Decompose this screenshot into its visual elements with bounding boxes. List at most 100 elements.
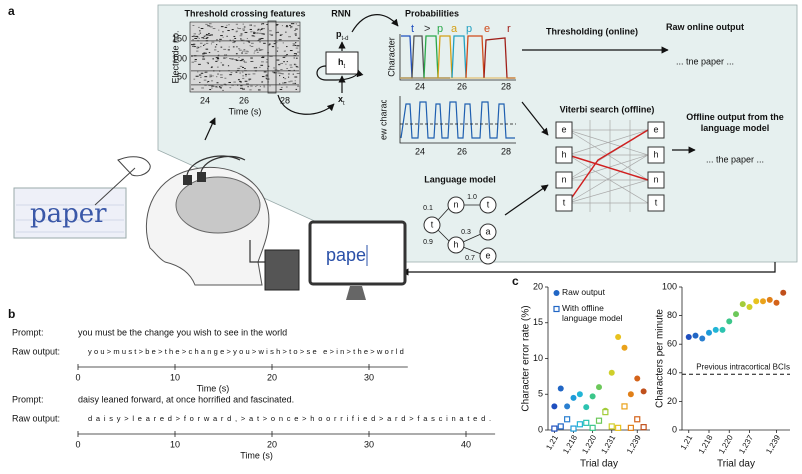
lm-node-label: t	[487, 199, 490, 209]
noise-dot	[258, 38, 262, 40]
noise-dot	[227, 30, 230, 32]
point	[615, 334, 622, 341]
noise-dot	[273, 72, 276, 74]
noise-dot	[205, 35, 208, 37]
noise-dot	[250, 60, 252, 62]
noise-dot	[292, 82, 295, 84]
noise-dot	[279, 75, 281, 77]
noise-dot	[254, 32, 258, 34]
noise-dot	[295, 53, 298, 55]
legend-marker	[553, 290, 560, 296]
noise-dot	[193, 46, 196, 48]
trellis-label: e	[653, 124, 658, 134]
noise-dot	[207, 80, 210, 82]
noise-dot	[217, 73, 219, 75]
noise-dot	[216, 76, 218, 78]
noise-dot	[292, 23, 295, 25]
point	[766, 296, 773, 303]
point	[564, 416, 571, 423]
noise-dot	[237, 67, 241, 69]
point	[576, 421, 583, 428]
noise-dot	[261, 28, 264, 30]
noise-dot	[247, 86, 249, 88]
noise-dot	[238, 28, 242, 30]
rnn-output-symbol: p	[336, 29, 342, 39]
noise-dot	[210, 43, 212, 45]
point	[739, 301, 746, 308]
noise-dot	[229, 58, 233, 60]
xtick: 28	[501, 81, 511, 91]
noise-dot	[256, 48, 258, 50]
noise-dot	[279, 34, 282, 36]
xtick: 24	[415, 81, 425, 91]
noise-dot	[191, 61, 195, 63]
x-tick-label: 40	[461, 439, 471, 449]
x-tick-label: 1,21	[679, 433, 695, 451]
noise-dot	[244, 68, 246, 70]
point	[753, 298, 760, 305]
noise-dot	[200, 72, 204, 74]
legend-entry: With offline language model	[562, 303, 623, 323]
arrow	[401, 262, 776, 276]
noise-dot	[295, 45, 297, 47]
noise-dot	[238, 56, 240, 58]
panel-b: Prompt: you must be the change you wish t…	[12, 327, 496, 460]
heatmap-noise	[191, 23, 300, 91]
lm-node-label: t	[431, 219, 434, 229]
point	[726, 318, 733, 325]
noise-dot	[258, 49, 262, 51]
lm-prob: 0.1	[423, 205, 433, 212]
noise-dot	[260, 49, 264, 51]
noise-dot	[220, 85, 223, 87]
noise-dot	[261, 81, 263, 83]
noise-dot	[222, 64, 225, 66]
x-tick-label: 1,239	[764, 433, 782, 455]
noise-dot	[235, 71, 238, 73]
trellis-box	[647, 146, 665, 164]
paper-sheet	[13, 187, 127, 239]
lm-node	[479, 196, 497, 214]
x-tick-label: 20	[267, 439, 277, 449]
rnn-hidden: ht	[338, 57, 346, 69]
noise-dot	[239, 65, 243, 67]
point	[733, 311, 739, 318]
noise-dot	[276, 59, 280, 61]
noise-dot	[289, 64, 293, 66]
noise-dot	[219, 74, 223, 76]
noise-dot	[220, 35, 223, 37]
noise-dot	[255, 67, 258, 69]
noise-dot	[198, 74, 202, 76]
noise-band	[191, 84, 299, 86]
noise-dot	[259, 85, 262, 87]
noise-dot	[259, 41, 261, 43]
noise-dot	[242, 28, 246, 30]
noise-dot	[260, 29, 263, 31]
noise-dot	[195, 35, 198, 37]
noise-dot	[209, 74, 212, 76]
viterbi-label: Viterbi search (offline)	[560, 104, 655, 114]
noise-dot	[222, 89, 224, 91]
noise-dot	[251, 35, 255, 37]
noise-dot	[263, 42, 266, 44]
noise-dot	[243, 60, 245, 62]
trellis-box	[555, 171, 573, 189]
heatmap-xtick: 28	[280, 95, 290, 105]
noise-dot	[250, 57, 253, 59]
noise-dot	[205, 23, 208, 25]
x-axis-label: Trial day	[717, 459, 755, 470]
noise-dot	[293, 53, 297, 55]
noise-dot	[203, 37, 205, 39]
noise-dot	[295, 66, 298, 68]
noise-dot	[209, 89, 212, 91]
noise-dot	[211, 85, 214, 87]
noise-dot	[278, 64, 281, 66]
noise-dot	[289, 50, 293, 52]
letter: a	[451, 23, 458, 35]
noise-dot	[253, 52, 255, 54]
noise-dot	[242, 50, 244, 52]
prompt-label: Prompt:	[12, 394, 44, 404]
rnn-loop	[316, 65, 364, 81]
noise-dot	[252, 35, 256, 37]
heatmap-xtick: 26	[239, 95, 249, 105]
